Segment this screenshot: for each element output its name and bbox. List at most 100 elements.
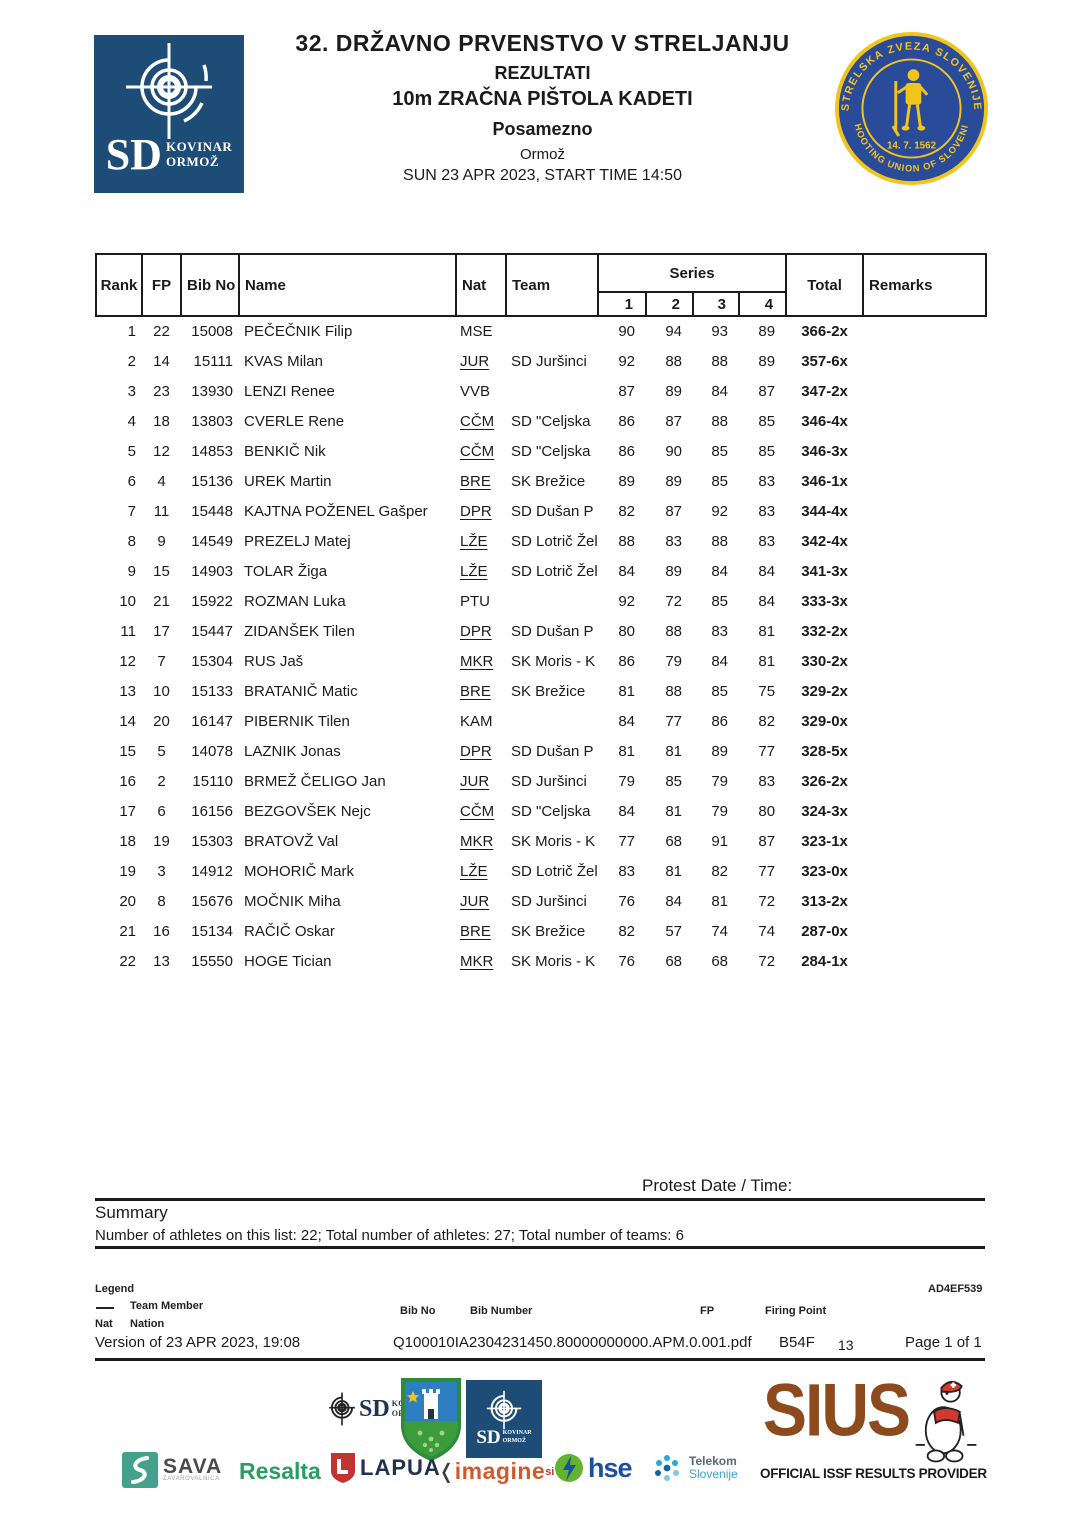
fp-cell: 15 (153, 562, 170, 580)
name-cell: ZIDANŠEK Tilen (244, 622, 355, 640)
bib-cell: 15676 (191, 892, 233, 910)
series-2-cell: 68 (665, 952, 682, 970)
series-1-cell: 87 (618, 382, 635, 400)
series-1-cell: 86 (618, 442, 635, 460)
col-header-bib: Bib No (180, 253, 240, 317)
bib-cell: 15111 (193, 352, 234, 370)
name-cell: PIBERNIK Tilen (244, 712, 350, 730)
legend-team-member-label: Team Member (130, 1300, 204, 1312)
name-cell: PREZELJ Matej (244, 532, 351, 550)
rank-cell: 14 (119, 712, 136, 730)
sd-logo-line1: KOVINAR (165, 139, 233, 155)
sd-kovinar-blue-logo: SD KOVINAR ORMOŽ (466, 1380, 542, 1458)
header-titles: 32. DRŽAVNO PRVENSTVO V STRELJANJU REZUL… (255, 30, 830, 185)
col-header-team: Team (505, 253, 599, 317)
fp-cell: 21 (153, 592, 170, 610)
bib-cell: 15133 (191, 682, 233, 700)
fp-cell: 18 (153, 412, 170, 430)
team-cell: SK Moris - K (511, 952, 596, 970)
series-3-cell: 83 (711, 622, 728, 640)
series-4-cell: 81 (758, 622, 776, 640)
bib-cell: 14549 (191, 532, 233, 550)
series-1-cell: 92 (618, 352, 635, 370)
series-4-cell: 83 (758, 772, 776, 790)
series-4-cell: 89 (758, 323, 776, 340)
table-row: 9 15 14903 TOLAR Žiga LŽE SD Lotrič Žel 84 89 84… (96, 556, 986, 586)
remarks-cell (863, 316, 986, 346)
table-row: 1 22 15008 PEČEČNIK Filip MSE 90 94 93 89 366-2x (96, 316, 986, 346)
sd-logo-text: SD (105, 130, 162, 179)
series-3-cell: 84 (711, 652, 728, 670)
team-cell: SD Lotrič Žel (511, 862, 598, 880)
legend-fp-symbol: FP (700, 1305, 715, 1317)
total-cell: 346-3x (801, 442, 848, 460)
team-cell: SD "Celjska (511, 442, 591, 460)
rank-cell: 6 (127, 472, 136, 490)
rank-cell: 10 (119, 592, 136, 610)
name-cell: RUS Jaš (244, 652, 304, 670)
remarks-cell (863, 556, 986, 586)
series-1-cell: 77 (618, 832, 635, 850)
table-row: 14 20 16147 PIBERNIK Tilen KAM 84 77 86 82 329-0x (96, 706, 986, 736)
series-3-cell: 81 (711, 892, 728, 910)
sd-footer-text: SD (359, 1395, 390, 1422)
nat-cell: CČM (460, 442, 495, 460)
total-cell: 284-1x (801, 952, 848, 970)
series-2-cell: 81 (665, 742, 682, 760)
series-4-cell: 80 (758, 802, 776, 820)
series-4-cell: 77 (758, 862, 776, 880)
divider-line (95, 1246, 985, 1249)
series-3-cell: 68 (711, 952, 728, 970)
remarks-cell (863, 616, 986, 646)
series-2-cell: 81 (665, 862, 682, 880)
series-3-cell: 86 (711, 712, 728, 730)
total-cell: 323-1x (801, 832, 848, 850)
sd-logo-line2: ORMOŽ (165, 154, 220, 169)
name-cell: UREK Martin (244, 472, 332, 490)
series-1-cell: 90 (618, 323, 635, 340)
total-cell: 357-6x (801, 352, 848, 370)
lapua-shield-icon (331, 1453, 355, 1483)
series-3-cell: 89 (711, 742, 728, 760)
resalta-label: Resalta (239, 1458, 321, 1484)
sava-sublabel: ZAVAROVALNICA (163, 1476, 220, 1483)
fp-cell: 13 (153, 952, 170, 970)
protest-date-time-label: Protest Date / Time: (642, 1176, 793, 1195)
sd-kovinar-ormoz-logo: SD KOVINAR ORMOŽ (94, 35, 244, 193)
rank-cell: 22 (119, 952, 136, 970)
series-4-cell: 75 (758, 682, 776, 700)
series-4-cell: 85 (758, 412, 776, 430)
series-3-cell: 92 (711, 502, 728, 520)
series-3-cell: 85 (711, 472, 728, 490)
total-cell: 329-0x (801, 712, 848, 730)
nat-cell: BRE (460, 472, 491, 490)
series-4-cell: 72 (758, 892, 776, 910)
series-4-cell: 74 (758, 922, 776, 940)
name-cell: MOHORIČ Mark (244, 862, 354, 880)
col-header-series-2: 2 (645, 291, 694, 317)
rank-cell: 1 (127, 323, 136, 340)
series-1-cell: 79 (618, 772, 635, 790)
bib-cell: 15134 (191, 922, 233, 940)
total-cell: 313-2x (801, 892, 848, 910)
table-row: 13 10 15133 BRATANIČ Matic BRE SK Brežice 81 88… (96, 676, 986, 706)
target-crosshair-black-icon (329, 1392, 355, 1426)
series-3-cell: 84 (711, 382, 728, 400)
series-2-cell: 89 (665, 382, 682, 400)
series-3-cell: 88 (711, 532, 728, 550)
seal-marksman-figure (891, 69, 929, 137)
series-4-cell: 81 (758, 652, 776, 670)
series-2-cell: 87 (665, 412, 682, 430)
issf-provider-label: OFFICIAL ISSF RESULTS PROVIDER (760, 1466, 987, 1481)
series-1-cell: 92 (618, 592, 635, 610)
name-cell: MOČNIK Miha (244, 892, 341, 910)
series-2-cell: 72 (665, 592, 682, 610)
series-3-cell: 88 (711, 412, 728, 430)
series-4-cell: 82 (758, 712, 776, 730)
fp-cell: 12 (153, 442, 170, 460)
series-1-cell: 82 (618, 922, 635, 940)
total-cell: 342-4x (801, 532, 848, 550)
coat-vine-decoration (417, 1430, 445, 1452)
series-3-cell: 91 (711, 832, 728, 850)
page-indicator: Page 1 of 1 (905, 1334, 982, 1351)
